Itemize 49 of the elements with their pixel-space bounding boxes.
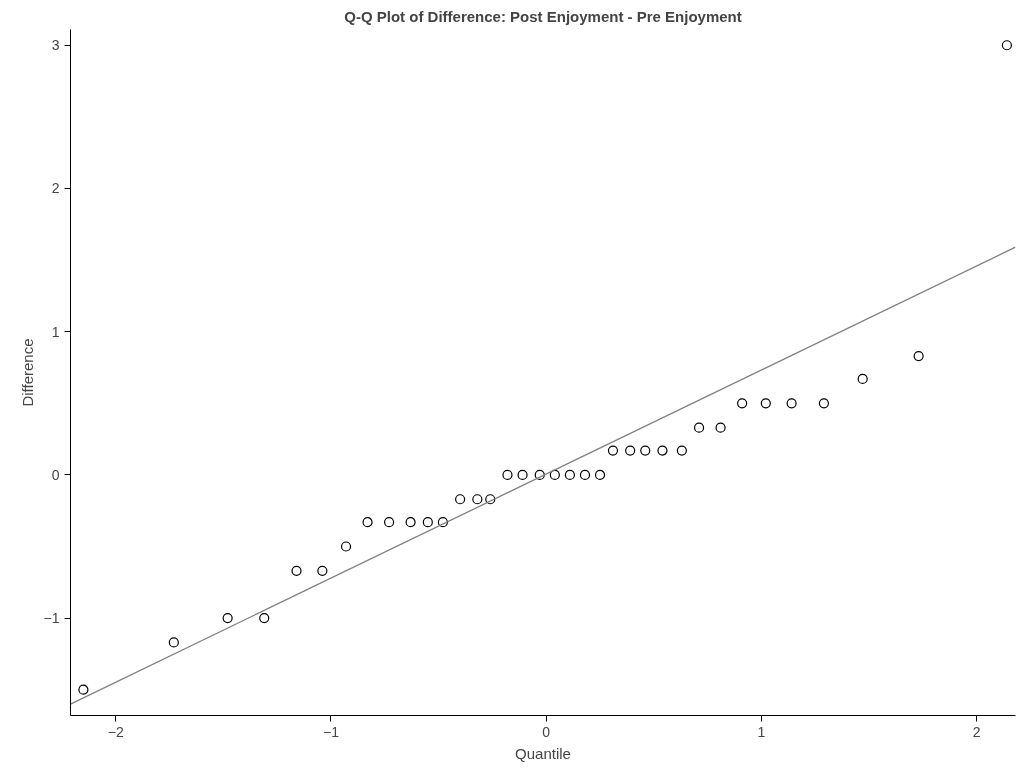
point — [594, 469, 606, 480]
point — [549, 469, 560, 480]
x-tick-label: 2 — [972, 723, 981, 740]
x-tick-label: 0 — [542, 723, 551, 740]
chart-title: Q-Q Plot of Difference: Post Enjoyment - Pre Enjoyment — [344, 7, 742, 25]
point — [517, 469, 528, 480]
point — [422, 517, 433, 528]
y-axis-title: Difference — [18, 338, 36, 407]
point — [383, 517, 395, 528]
point — [913, 350, 924, 362]
point — [291, 565, 302, 576]
point — [676, 445, 687, 456]
y-tick-label: 1 — [51, 323, 60, 340]
x-tick-label: 1 — [757, 723, 766, 740]
point — [1001, 40, 1012, 51]
point — [579, 469, 591, 480]
y-tick-label: −1 — [43, 610, 60, 627]
point — [818, 398, 830, 409]
point — [259, 613, 270, 624]
point — [715, 422, 726, 433]
point — [760, 398, 771, 409]
point — [168, 637, 179, 648]
point — [857, 373, 868, 385]
point — [534, 469, 545, 480]
point — [472, 494, 483, 505]
point — [693, 422, 705, 433]
point — [640, 445, 651, 456]
x-tick-label: −1 — [322, 723, 340, 740]
point — [737, 398, 748, 409]
point — [607, 445, 619, 456]
point — [317, 565, 328, 576]
point — [564, 469, 576, 480]
point — [340, 541, 352, 552]
point — [485, 494, 496, 505]
point — [362, 517, 373, 528]
point — [455, 494, 466, 505]
point — [405, 517, 416, 528]
x-axis-title: Quantile — [515, 744, 571, 762]
point — [502, 469, 513, 480]
y-tick-label: 3 — [51, 37, 60, 54]
point — [625, 445, 636, 456]
y-tick-label: 0 — [51, 466, 60, 483]
x-tick-label: −2 — [107, 723, 124, 740]
point — [437, 517, 448, 528]
point — [786, 398, 797, 409]
y-tick-label: 2 — [51, 180, 60, 197]
point — [78, 684, 89, 695]
point — [222, 613, 233, 624]
point — [657, 445, 668, 456]
